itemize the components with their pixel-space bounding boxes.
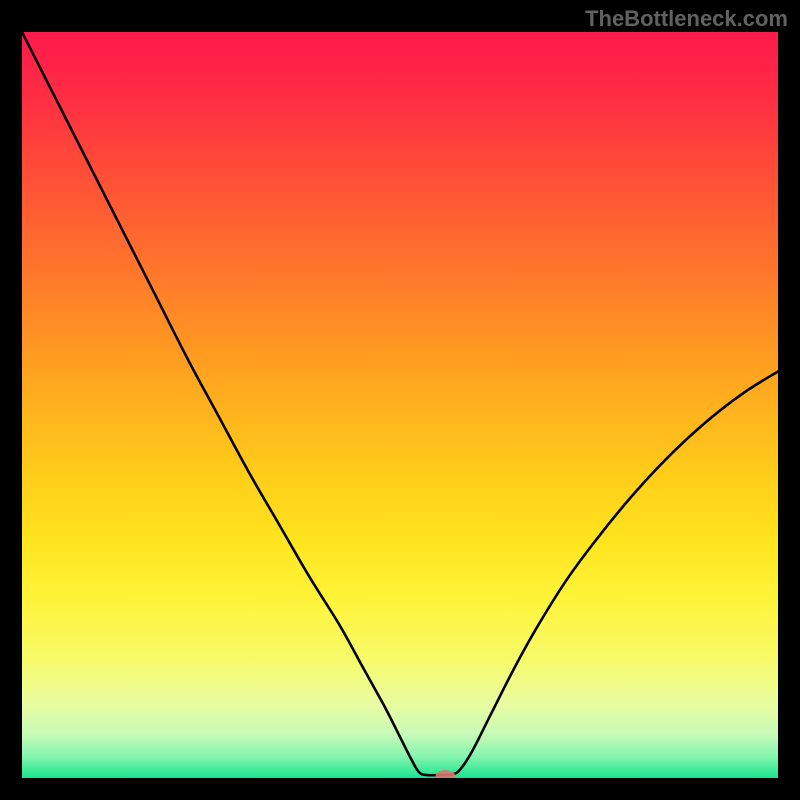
watermark-text: TheBottleneck.com xyxy=(585,6,788,32)
chart-frame: TheBottleneck.com xyxy=(0,0,800,800)
bottleneck-curve-chart xyxy=(22,32,778,778)
plot-area xyxy=(22,32,778,778)
gradient-background xyxy=(22,32,778,778)
